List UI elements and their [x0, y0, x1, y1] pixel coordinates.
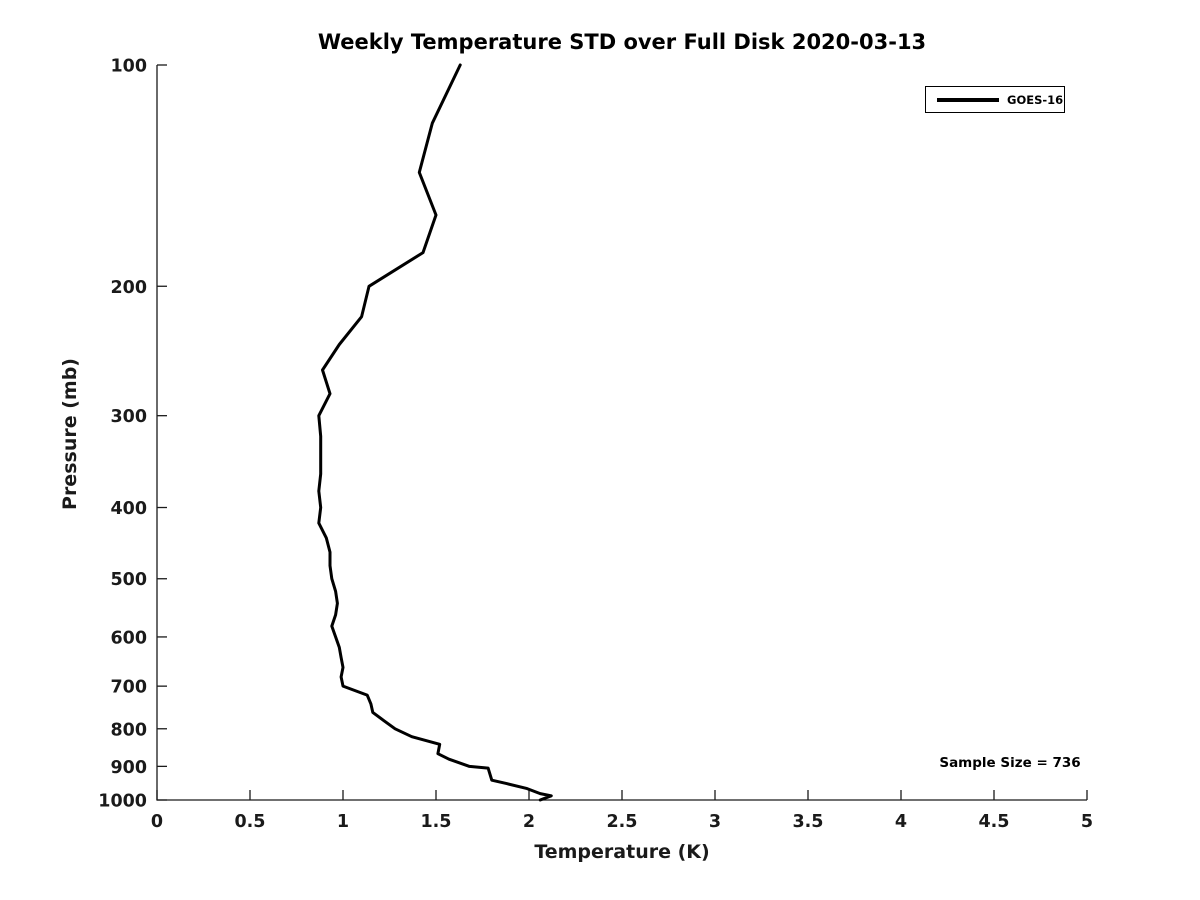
sample-size-annotation: Sample Size = 736 — [939, 755, 1081, 771]
x-axis-tick-label: 3 — [709, 812, 721, 832]
y-axis-tick-label: 500 — [110, 570, 147, 590]
x-axis-tick-label: 3.5 — [792, 812, 823, 832]
x-axis-tick-label: 2 — [523, 812, 535, 832]
legend-entry-label: GOES-16 — [1007, 92, 1064, 107]
legend: GOES-16 — [925, 86, 1065, 113]
y-axis-tick-label: 600 — [110, 628, 147, 648]
y-axis-tick-label: 900 — [110, 758, 147, 778]
y-axis-tick-label: 800 — [110, 720, 147, 740]
y-axis-tick-label: 200 — [110, 278, 147, 298]
x-axis-tick-label: 4 — [895, 812, 907, 832]
y-axis-tick-label: 1000 — [98, 792, 147, 812]
y-axis-label: Pressure (mb) — [59, 358, 81, 510]
x-axis-tick-label: 4.5 — [978, 812, 1009, 832]
y-axis-tick-label: 700 — [110, 678, 147, 698]
x-axis-tick-label: 0.5 — [234, 812, 265, 832]
x-axis-tick-label: 5 — [1081, 812, 1093, 832]
legend-line-sample — [937, 97, 999, 102]
y-axis-tick-label: 100 — [110, 57, 147, 77]
x-axis-tick-label: 1 — [337, 812, 349, 832]
chart-title: Weekly Temperature STD over Full Disk 20… — [317, 30, 927, 54]
x-axis-tick-label: 2.5 — [606, 812, 637, 832]
x-axis-label: Temperature (K) — [534, 841, 710, 863]
x-axis-tick-label: 1.5 — [420, 812, 451, 832]
y-axis-tick-label: 400 — [110, 499, 147, 519]
series-line-goes-16 — [317, 63, 553, 802]
axis-spines — [156, 65, 1087, 801]
x-axis-tick-label: 0 — [151, 812, 163, 832]
y-axis-tick-label: 300 — [110, 407, 147, 427]
